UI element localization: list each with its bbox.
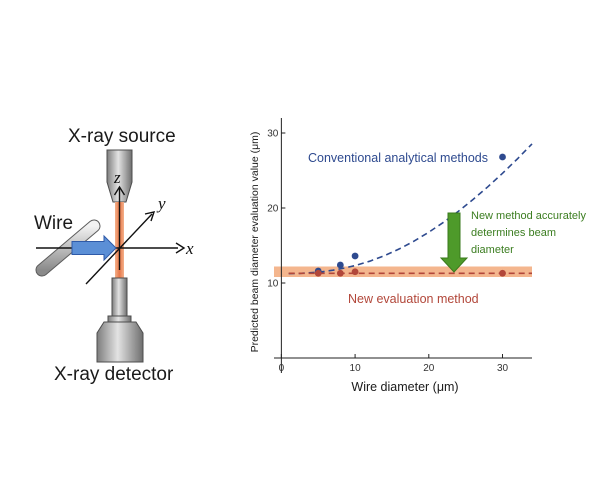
x-axis-title: Wire diameter (μm)	[351, 380, 458, 394]
y-tick-label: 10	[267, 279, 279, 290]
series-label-new: New evaluation method	[348, 292, 479, 306]
probe-arrow	[71, 234, 117, 262]
annotation-line-3: diameter	[471, 244, 514, 256]
x-axis-label: x	[185, 239, 194, 258]
y-tick-label: 20	[267, 204, 279, 215]
y-axis-label: y	[156, 194, 166, 213]
data-point-new-method	[351, 268, 359, 276]
xray-detector-label: X-ray detector	[54, 364, 174, 385]
y-tick-label: 30	[267, 129, 279, 140]
wire-label: Wire	[34, 213, 73, 234]
x-tick-label: 30	[497, 363, 509, 374]
annotation-text: New method accurately determines beam di…	[471, 210, 589, 256]
data-point-new-method	[336, 269, 344, 277]
improvement-arrow	[439, 212, 469, 273]
x-tick-label: 0	[279, 363, 285, 374]
annotation-line-2: determines beam	[471, 227, 556, 239]
series-label-conventional: Conventional analytical methods	[308, 151, 488, 165]
data-point-new-method	[499, 269, 506, 277]
data-point-conventional	[351, 252, 359, 260]
series-line-conventional	[288, 143, 533, 275]
chart: 0 10 20 30 10 20 30 New method accurately dete…	[249, 118, 589, 394]
x-tick-label: 20	[423, 363, 435, 374]
data-point-conventional	[499, 153, 506, 161]
z-axis-label: z	[113, 168, 121, 187]
xray-source-label: X-ray source	[68, 126, 176, 147]
data-point-conventional	[336, 261, 344, 269]
x-tick-label: 10	[350, 363, 362, 374]
z-axis	[113, 185, 126, 270]
y-axis-title: Predicted beam diameter evaluation value…	[249, 132, 261, 353]
apparatus-diagram: X-ray source Wire z y x	[34, 126, 194, 385]
new-method-band	[274, 266, 532, 277]
xray-source-nozzle	[106, 149, 133, 203]
xray-detector	[96, 277, 144, 363]
annotation-line-1: New method accurately	[471, 210, 586, 222]
data-point-new-method	[314, 269, 322, 277]
